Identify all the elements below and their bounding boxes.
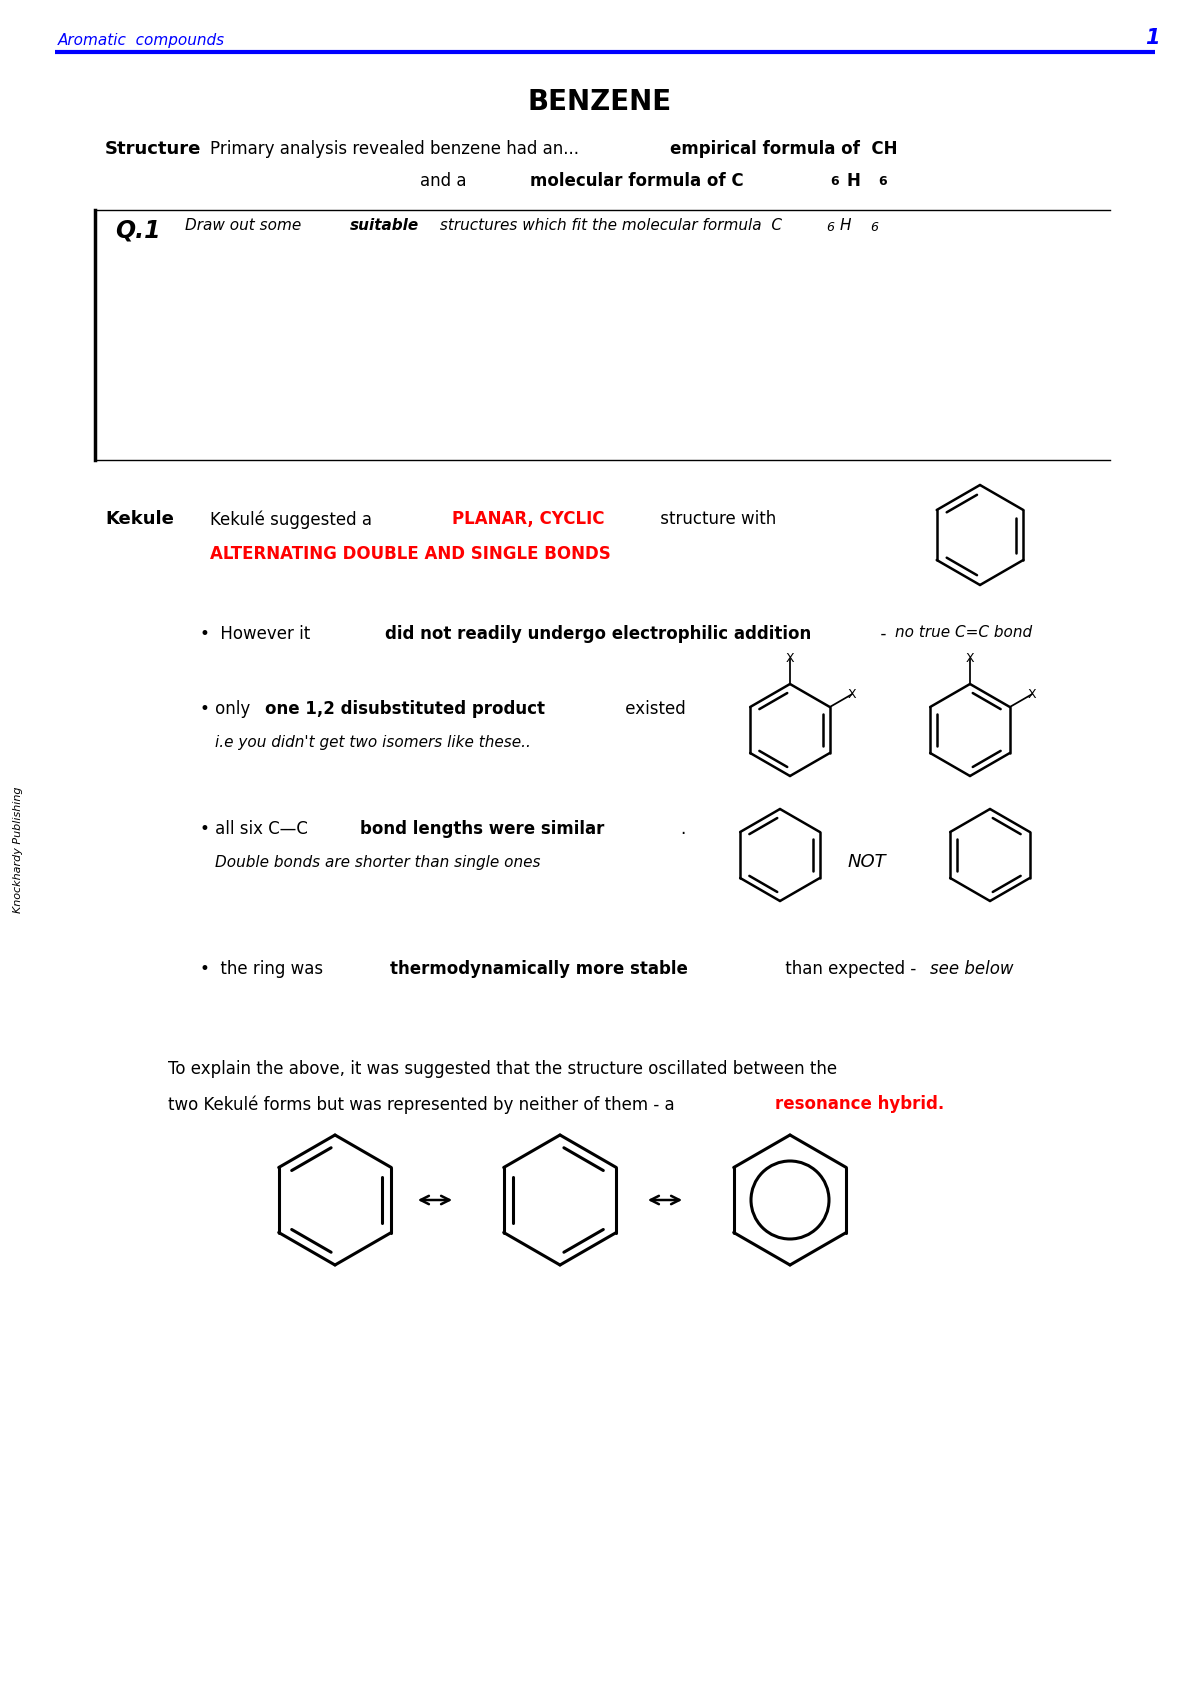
Text: Draw out some: Draw out some <box>185 217 306 233</box>
Text: BENZENE: BENZENE <box>528 88 672 115</box>
Text: 1: 1 <box>1146 27 1160 48</box>
Text: resonance hybrid.: resonance hybrid. <box>775 1095 944 1112</box>
Text: Knockhardy Publishing: Knockhardy Publishing <box>13 786 23 914</box>
Text: • all six C—C: • all six C—C <box>200 820 313 839</box>
Text: 6: 6 <box>830 175 839 188</box>
Text: Double bonds are shorter than single ones: Double bonds are shorter than single one… <box>215 856 540 869</box>
Text: Structure: Structure <box>106 139 202 158</box>
Text: H: H <box>846 171 860 190</box>
Text: existed: existed <box>620 700 685 718</box>
Text: bond lengths were similar: bond lengths were similar <box>360 820 605 839</box>
Text: thermodynamically more stable: thermodynamically more stable <box>390 959 688 978</box>
Text: no true C=C bond: no true C=C bond <box>895 625 1032 640</box>
Text: X: X <box>786 652 794 666</box>
Text: Kekule: Kekule <box>106 509 174 528</box>
Text: ALTERNATING DOUBLE AND SINGLE BONDS: ALTERNATING DOUBLE AND SINGLE BONDS <box>210 545 611 564</box>
Text: see below: see below <box>930 959 1014 978</box>
Text: X: X <box>1027 688 1036 701</box>
Text: 6: 6 <box>878 175 887 188</box>
Text: molecular formula of C: molecular formula of C <box>530 171 744 190</box>
Text: Aromatic  compounds: Aromatic compounds <box>58 32 226 48</box>
Text: Q.1: Q.1 <box>115 217 161 243</box>
Text: 6: 6 <box>826 221 834 234</box>
Text: and a: and a <box>420 171 467 190</box>
Text: Kekulé suggested a: Kekulé suggested a <box>210 509 377 528</box>
Text: two Kekulé forms but was represented by neither of them - a: two Kekulé forms but was represented by … <box>168 1095 680 1114</box>
Text: than expected -: than expected - <box>780 959 922 978</box>
Text: one 1,2 disubstituted product: one 1,2 disubstituted product <box>265 700 545 718</box>
Text: .: . <box>680 820 685 839</box>
Text: H: H <box>840 217 852 233</box>
Text: empirical formula of  CH: empirical formula of CH <box>670 139 898 158</box>
Text: •  the ring was: • the ring was <box>200 959 329 978</box>
Text: i.e you didn't get two isomers like these..: i.e you didn't get two isomers like thes… <box>215 735 530 751</box>
Text: •  However it: • However it <box>200 625 316 644</box>
Text: X: X <box>847 688 856 701</box>
Text: NOT: NOT <box>848 852 887 871</box>
Text: Primary analysis revealed benzene had an...: Primary analysis revealed benzene had an… <box>210 139 589 158</box>
Text: suitable: suitable <box>350 217 419 233</box>
Text: structure with: structure with <box>655 509 776 528</box>
Text: • only: • only <box>200 700 256 718</box>
Text: PLANAR, CYCLIC: PLANAR, CYCLIC <box>452 509 605 528</box>
Text: To explain the above, it was suggested that the structure oscillated between the: To explain the above, it was suggested t… <box>168 1060 838 1078</box>
Text: did not readily undergo electrophilic addition: did not readily undergo electrophilic ad… <box>385 625 811 644</box>
Text: X: X <box>966 652 974 666</box>
Text: 6: 6 <box>870 221 878 234</box>
Text: structures which fit the molecular formula  C: structures which fit the molecular formu… <box>436 217 782 233</box>
Text: -: - <box>870 625 892 644</box>
